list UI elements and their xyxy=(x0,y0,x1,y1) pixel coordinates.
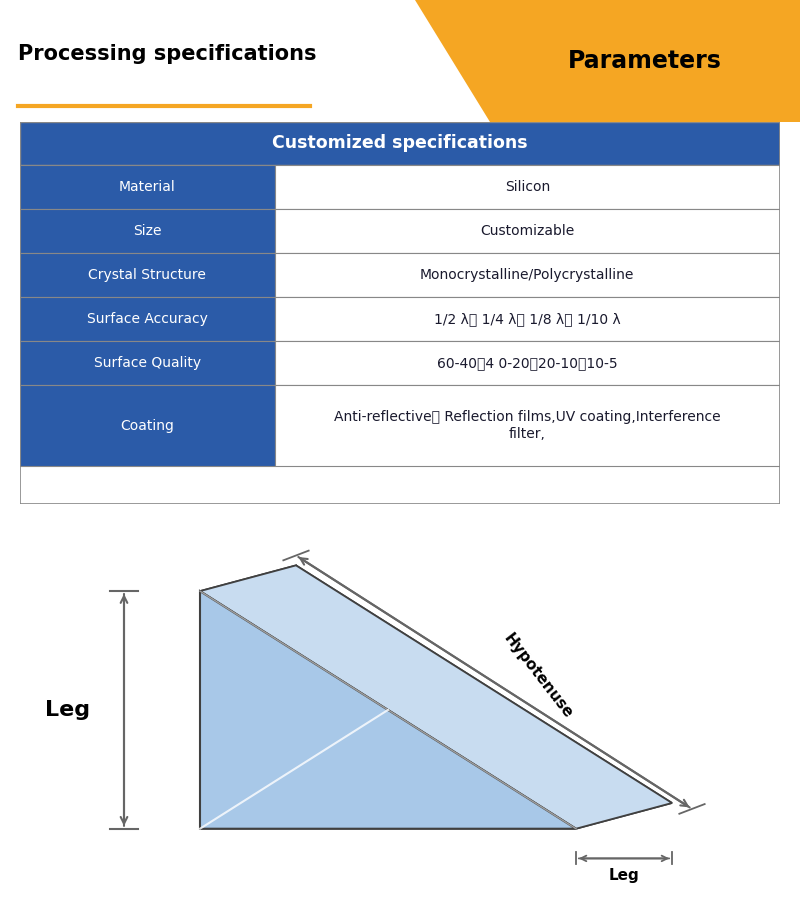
Text: Parameters: Parameters xyxy=(568,49,722,73)
Text: Coating: Coating xyxy=(120,418,174,433)
FancyBboxPatch shape xyxy=(20,122,780,166)
Text: Surface Accuracy: Surface Accuracy xyxy=(87,312,208,327)
Text: Customizable: Customizable xyxy=(480,224,574,238)
FancyBboxPatch shape xyxy=(20,297,274,341)
Text: Anti-reflective、 Reflection films,UV coating,Interference
filter,: Anti-reflective、 Reflection films,UV coa… xyxy=(334,410,721,441)
FancyBboxPatch shape xyxy=(274,341,780,385)
Text: Hypotenuse: Hypotenuse xyxy=(501,631,575,722)
FancyBboxPatch shape xyxy=(20,254,274,297)
FancyBboxPatch shape xyxy=(20,166,274,210)
Text: 60-40、4 0-20、20-10、10-5: 60-40、4 0-20、20-10、10-5 xyxy=(437,356,618,371)
FancyBboxPatch shape xyxy=(274,385,780,466)
FancyBboxPatch shape xyxy=(20,210,274,254)
Text: Size: Size xyxy=(133,224,162,238)
Polygon shape xyxy=(200,803,672,829)
Text: Processing specifications: Processing specifications xyxy=(18,44,317,64)
Text: Silicon: Silicon xyxy=(505,181,550,194)
Text: Leg: Leg xyxy=(609,868,639,883)
Text: Monocrystalline/Polycrystalline: Monocrystalline/Polycrystalline xyxy=(420,268,634,283)
Text: Surface Quality: Surface Quality xyxy=(94,356,201,371)
Polygon shape xyxy=(415,0,800,122)
FancyBboxPatch shape xyxy=(274,297,780,341)
Text: 1/2 λ、 1/4 λ、 1/8 λ、 1/10 λ: 1/2 λ、 1/4 λ、 1/8 λ、 1/10 λ xyxy=(434,312,621,327)
FancyBboxPatch shape xyxy=(20,341,274,385)
Polygon shape xyxy=(200,591,576,829)
Polygon shape xyxy=(296,565,672,803)
FancyBboxPatch shape xyxy=(20,385,274,466)
FancyBboxPatch shape xyxy=(274,254,780,297)
Polygon shape xyxy=(200,565,296,829)
FancyBboxPatch shape xyxy=(274,210,780,254)
Polygon shape xyxy=(200,565,672,829)
Text: Leg: Leg xyxy=(46,700,90,720)
Text: Crystal Structure: Crystal Structure xyxy=(88,268,206,283)
Text: Customized specifications: Customized specifications xyxy=(272,134,528,152)
FancyBboxPatch shape xyxy=(274,166,780,210)
Text: Material: Material xyxy=(119,181,176,194)
